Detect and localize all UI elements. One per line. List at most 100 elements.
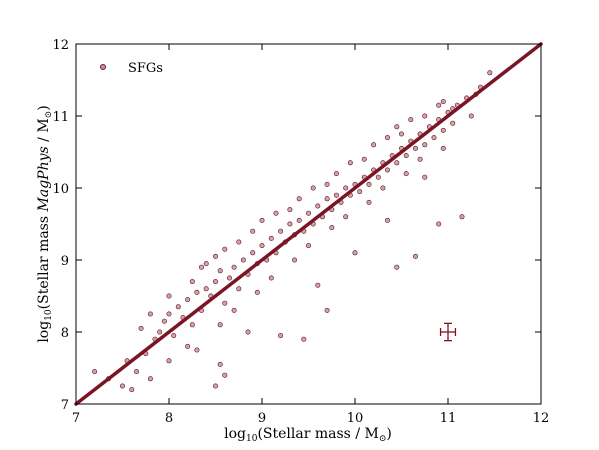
data-point xyxy=(398,131,404,137)
x-tick-label: 11 xyxy=(440,411,457,426)
one-to-one-line xyxy=(74,42,543,406)
plot-frame xyxy=(75,43,542,405)
data-point xyxy=(147,376,153,382)
data-point xyxy=(403,171,409,177)
data-point xyxy=(305,210,311,216)
data-point xyxy=(166,311,172,317)
data-point xyxy=(287,221,293,227)
data-point xyxy=(347,160,353,166)
data-point xyxy=(268,235,274,241)
data-point xyxy=(254,289,260,295)
data-point xyxy=(357,189,363,195)
data-point xyxy=(422,142,428,148)
data-point xyxy=(343,185,349,191)
data-point xyxy=(189,322,195,328)
y-tick-label: 12 xyxy=(52,38,69,53)
data-point xyxy=(333,171,339,177)
legend-label: SFGs xyxy=(128,61,163,76)
data-point xyxy=(384,217,390,223)
data-point xyxy=(487,70,493,76)
data-point xyxy=(217,361,223,367)
data-point xyxy=(236,286,242,292)
data-point xyxy=(194,347,200,353)
y-tick-label: 10 xyxy=(52,182,69,197)
data-point xyxy=(92,369,98,375)
data-point xyxy=(231,264,237,270)
data-point xyxy=(250,250,256,256)
data-point xyxy=(245,329,251,335)
data-point xyxy=(296,196,302,202)
data-point xyxy=(250,228,256,234)
data-point xyxy=(468,113,474,119)
x-axis-label: log10(Stellar mass / M⊙) xyxy=(224,426,392,444)
data-point xyxy=(436,102,442,108)
x-tick-label: 9 xyxy=(258,411,266,426)
y-tick-label: 11 xyxy=(52,110,69,125)
data-point xyxy=(138,325,144,331)
data-point xyxy=(305,243,311,249)
data-point xyxy=(431,135,437,141)
data-point xyxy=(384,135,390,141)
error-bar xyxy=(439,322,457,342)
data-point xyxy=(259,243,265,249)
data-point xyxy=(296,217,302,223)
data-point xyxy=(231,307,237,313)
data-point xyxy=(408,117,414,123)
data-point xyxy=(412,253,418,259)
data-point xyxy=(380,185,386,191)
x-tick-label: 12 xyxy=(533,411,550,426)
x-tick-label: 7 xyxy=(72,411,80,426)
x-tick-label: 10 xyxy=(347,411,364,426)
data-point xyxy=(166,293,172,299)
data-point xyxy=(440,99,446,105)
y-axis-ticks: 7 8 9 10 11 12 xyxy=(52,38,541,413)
data-point xyxy=(366,199,372,205)
data-point xyxy=(217,322,223,328)
data-point xyxy=(352,250,358,256)
data-point xyxy=(315,203,321,209)
data-point xyxy=(222,300,228,306)
data-point xyxy=(134,369,140,375)
data-point xyxy=(278,228,284,234)
data-point xyxy=(203,286,209,292)
y-tick-label: 7 xyxy=(61,398,69,413)
data-point xyxy=(273,210,279,216)
data-point xyxy=(185,343,191,349)
data-point xyxy=(333,192,339,198)
x-axis-ticks: 7 8 9 10 11 12 xyxy=(72,44,549,426)
data-point xyxy=(324,181,330,187)
data-point xyxy=(422,113,428,119)
data-point xyxy=(120,383,126,389)
data-point xyxy=(412,145,418,151)
data-point xyxy=(315,282,321,288)
data-point xyxy=(217,268,223,274)
data-point xyxy=(166,358,172,364)
data-point xyxy=(175,304,181,310)
data-point xyxy=(450,120,456,126)
data-point xyxy=(278,333,284,339)
y-axis-label: log10(Stellar mass MagPhys / M⊙) xyxy=(36,105,54,342)
y-tick-label: 8 xyxy=(61,326,69,341)
data-point xyxy=(417,156,423,162)
data-point xyxy=(394,264,400,270)
data-point xyxy=(161,318,167,324)
data-point xyxy=(361,156,367,162)
data-point xyxy=(324,307,330,313)
data-point xyxy=(222,246,228,252)
data-point xyxy=(329,225,335,231)
data-point xyxy=(213,279,219,285)
data-point xyxy=(259,217,265,223)
data-point xyxy=(291,257,297,263)
data-point xyxy=(324,196,330,202)
data-point xyxy=(236,239,242,245)
data-point xyxy=(189,279,195,285)
data-point xyxy=(436,221,442,227)
data-point xyxy=(185,297,191,303)
y-tick-label: 9 xyxy=(61,254,69,269)
legend-marker xyxy=(100,64,107,71)
data-point xyxy=(240,257,246,263)
data-point xyxy=(310,185,316,191)
data-point xyxy=(268,275,274,281)
x-tick-label: 8 xyxy=(165,411,173,426)
